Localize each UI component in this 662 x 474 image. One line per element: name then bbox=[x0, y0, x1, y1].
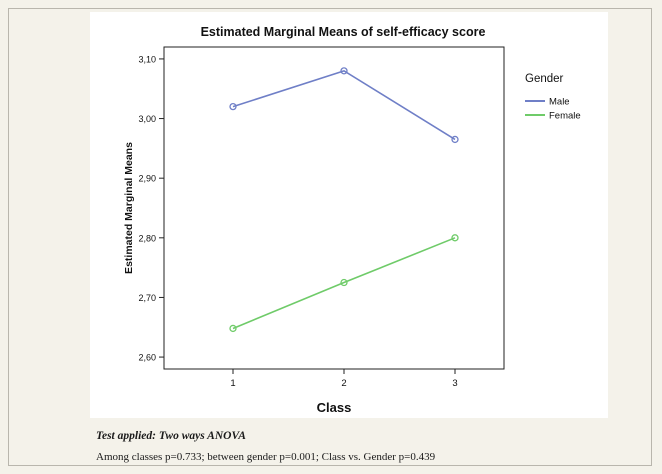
series-line-female bbox=[232, 237, 456, 330]
data-point-male bbox=[451, 135, 459, 144]
legend-title: Gender bbox=[525, 73, 564, 85]
x-tick-label: 2 bbox=[341, 378, 346, 389]
y-tick-label: 3,00 bbox=[138, 114, 156, 124]
data-point-female bbox=[451, 234, 459, 242]
y-tick-label: 2,90 bbox=[138, 174, 156, 184]
data-point-male bbox=[229, 102, 237, 111]
series-line-male bbox=[232, 69, 456, 141]
y-tick-label: 2,80 bbox=[138, 233, 156, 243]
x-axis-label: Class bbox=[317, 400, 352, 415]
test-results-text: Among classes p=0.733; between gender p=… bbox=[96, 451, 436, 463]
data-point-female bbox=[340, 278, 348, 287]
data-point-female bbox=[229, 324, 237, 333]
y-tick-label: 2,70 bbox=[138, 293, 156, 303]
test-applied-title: Test applied: Two ways ANOVA bbox=[96, 430, 246, 442]
y-axis: 2,60 2,70 2,80 2,90 3,00 3,10 bbox=[138, 54, 164, 363]
x-tick-label: 3 bbox=[452, 378, 457, 389]
y-tick-label: 3,10 bbox=[138, 54, 156, 64]
x-tick-label: 1 bbox=[230, 378, 235, 389]
legend: Gender Male Female bbox=[525, 73, 581, 122]
y-tick-label: 2,60 bbox=[138, 353, 156, 363]
data-point-male bbox=[340, 67, 348, 75]
series-group bbox=[229, 67, 459, 333]
legend-label-male: Male bbox=[549, 97, 570, 108]
plot-area bbox=[163, 46, 505, 370]
x-axis: 1 2 3 bbox=[230, 369, 458, 389]
chart-panel bbox=[90, 12, 608, 418]
chart-title: Estimated Marginal Means of self-efficac… bbox=[201, 25, 486, 39]
legend-label-female: Female bbox=[549, 111, 581, 122]
y-axis-label: Estimated Marginal Means bbox=[123, 142, 135, 274]
